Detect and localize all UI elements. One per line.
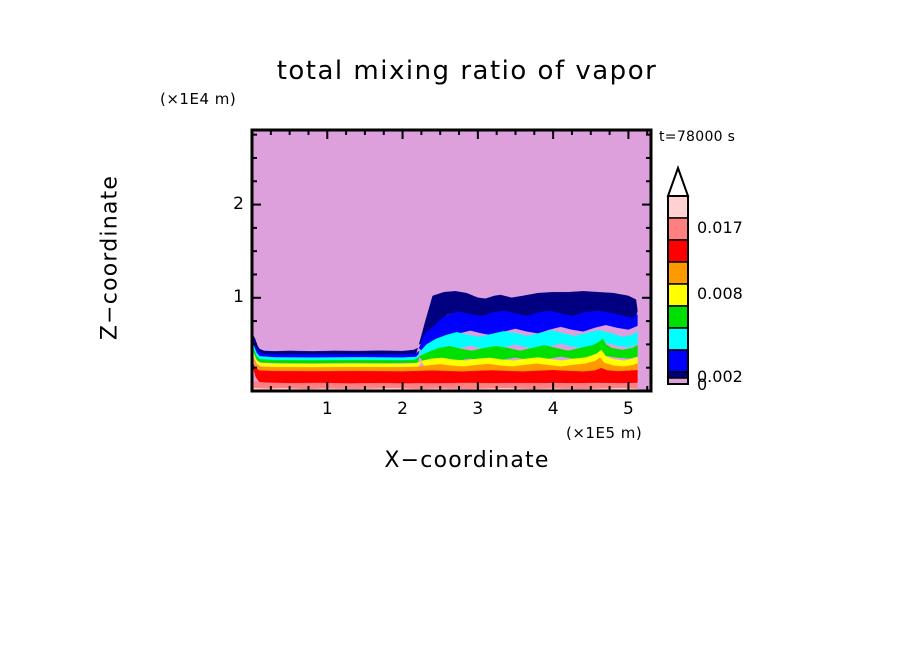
y-axis-unit-label: (×1E4 m)	[160, 90, 237, 108]
x-tick-label: 2	[397, 399, 408, 419]
x-axis-unit-label: (×1E5 m)	[566, 424, 643, 442]
colorbar-band	[667, 371, 689, 379]
x-tick-label: 4	[547, 399, 559, 419]
y-tick-label: 1	[233, 286, 244, 307]
contour-band-group	[252, 130, 651, 391]
colorbar-band	[667, 261, 689, 285]
colorbar-band	[667, 239, 689, 263]
axis-frame	[250, 128, 653, 393]
x-tick-label: 1	[321, 399, 333, 419]
colorbar-tick-label: 0.002	[697, 367, 743, 386]
y-tick-label: 2	[233, 193, 244, 214]
x-tick-label: 5	[622, 399, 634, 419]
contour-band-green	[252, 344, 420, 364]
x-axis-title: X−coordinate	[384, 448, 550, 473]
colorbar-tick-label: 0	[697, 375, 708, 394]
colorbar	[666, 165, 690, 385]
colorbar-band	[667, 327, 689, 351]
contour-band-yellow	[252, 349, 422, 368]
colorbar-band	[667, 305, 689, 329]
colorbar-band	[667, 283, 689, 307]
colorbar-tick-label: 0.017	[697, 218, 743, 237]
x-tick-label: 3	[472, 399, 484, 419]
colorbar-band	[667, 195, 689, 219]
colorbar-band	[667, 217, 689, 241]
contour-band-blue	[418, 310, 638, 354]
colorbar-outline	[667, 195, 689, 385]
time-annotation: t=78000 s	[659, 129, 736, 145]
colorbar-band	[667, 349, 689, 373]
colorbar-tick-label: 0.008	[697, 284, 743, 303]
chart-title: total mixing ratio of vapor	[276, 56, 658, 86]
colorbar-arrow-head	[666, 165, 690, 197]
